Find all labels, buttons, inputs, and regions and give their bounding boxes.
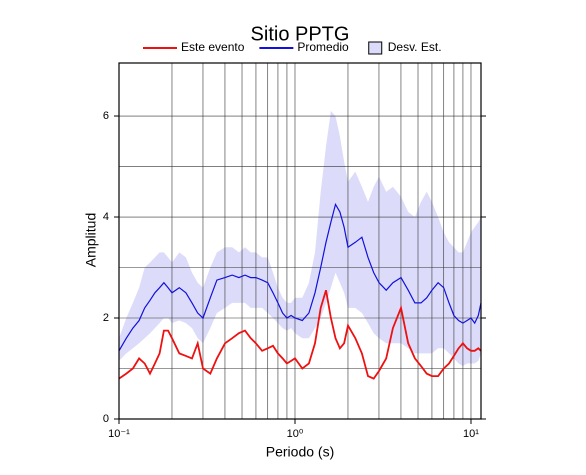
plot-frame	[118, 62, 482, 420]
x-tick-label: 10⁰	[287, 428, 304, 440]
std-band	[119, 111, 481, 366]
y-axis-label: Amplitud	[83, 213, 99, 267]
series-line	[118, 289, 482, 380]
y-tick-label: 2	[103, 312, 109, 324]
x-axis-label: Periodo (s)	[266, 444, 334, 460]
x-tick-label: 10⁻¹	[108, 428, 130, 440]
chart-title: Sitio PPTG	[251, 23, 350, 45]
series-line	[118, 202, 482, 352]
legend-label: Promedio	[297, 40, 349, 54]
legend-label: Desv. Est.	[388, 40, 442, 54]
y-tick-label: 0	[103, 413, 109, 425]
legend-swatch	[368, 41, 383, 55]
y-tick-label: 6	[103, 110, 109, 122]
legend-label: Este evento	[181, 40, 245, 54]
y-tick-label: 4	[103, 211, 109, 223]
x-tick-label: 10¹	[463, 428, 479, 440]
